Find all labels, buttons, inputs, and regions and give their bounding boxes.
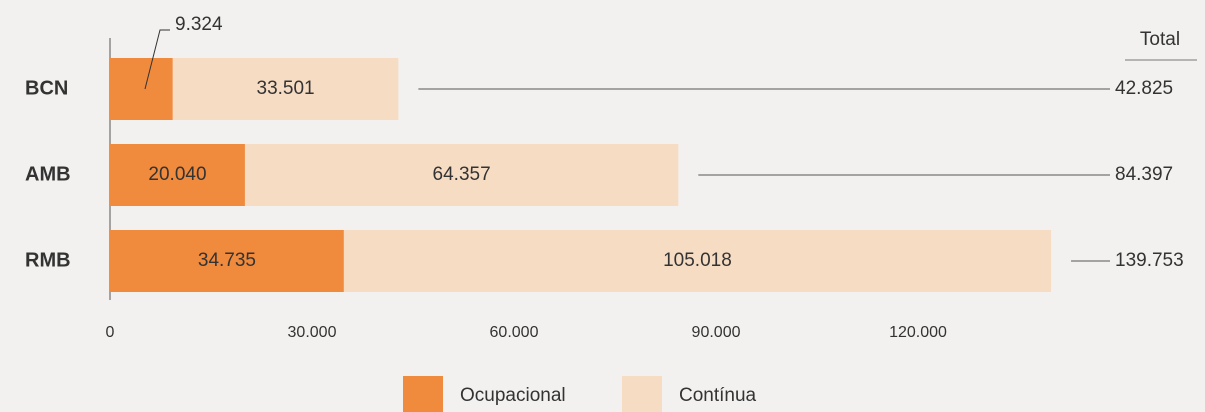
legend-swatch (403, 376, 443, 412)
legend-label: Contínua (679, 385, 757, 406)
value-label: 64.357 (433, 164, 491, 185)
category-label: BCN (25, 77, 68, 99)
category-label: RMB (25, 249, 71, 271)
bar-segment (343, 230, 1052, 292)
x-tick-label: 30.000 (288, 324, 337, 341)
total-header: Total (1140, 29, 1180, 50)
leader-line (144, 29, 170, 90)
legend-swatch (622, 376, 662, 412)
legend-label: Ocupacional (460, 385, 566, 406)
total-label: 139.753 (1115, 250, 1184, 271)
bar-segment (110, 144, 245, 206)
x-tick-label: 60.000 (490, 324, 539, 341)
value-label: 105.018 (663, 250, 732, 271)
value-label: 9.324 (175, 14, 223, 35)
value-label: 20.040 (148, 164, 206, 185)
bar-segment (110, 58, 173, 120)
value-label: 34.735 (198, 250, 256, 271)
x-tick-label: 0 (106, 324, 115, 341)
x-tick-label: 120.000 (889, 324, 947, 341)
category-label: AMB (25, 163, 71, 185)
x-tick-label: 90.000 (692, 324, 741, 341)
value-label: 33.501 (257, 78, 315, 99)
total-label: 84.397 (1115, 164, 1173, 185)
bar-segment (244, 144, 679, 206)
total-label: 42.825 (1115, 78, 1173, 99)
bar-segment (110, 230, 344, 292)
bar-segment (172, 58, 399, 120)
